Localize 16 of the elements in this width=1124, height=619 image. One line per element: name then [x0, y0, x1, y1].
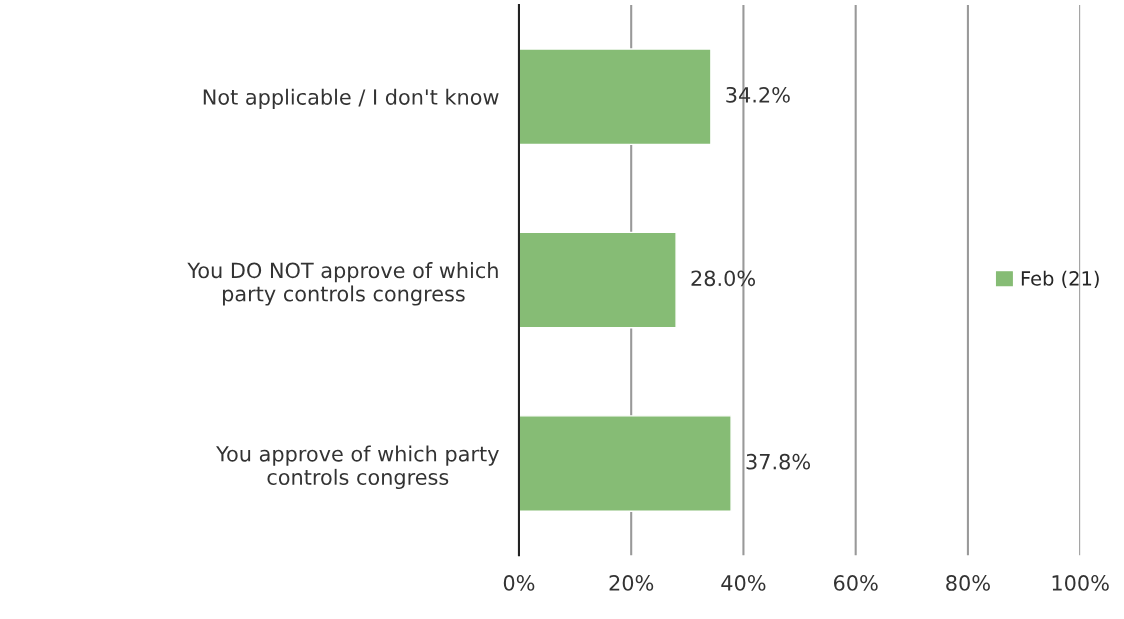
data-label: 28.0%	[691, 270, 756, 287]
x-tick-label: 20%	[609, 575, 654, 591]
y-tick-label: You approve of which party controls congress	[216, 445, 499, 490]
x-tick-label: 60%	[833, 575, 878, 591]
y-tick-label: You DO NOT approve of which party controls congress	[187, 262, 498, 306]
y-tick-label: Not applicable / I don't know	[203, 88, 499, 109]
bar	[518, 48, 712, 146]
x-tick-label: 100%	[1052, 575, 1109, 591]
bar	[518, 231, 677, 329]
data-label: 34.2%	[726, 86, 790, 103]
x-tick-label: 0%	[503, 575, 535, 591]
bar	[518, 415, 732, 512]
legend-label: Feb (21)	[1021, 270, 1099, 289]
x-tick-label: 80%	[946, 575, 990, 591]
x-tick-label: 40%	[721, 575, 766, 591]
data-label: 37.8%	[746, 453, 811, 470]
